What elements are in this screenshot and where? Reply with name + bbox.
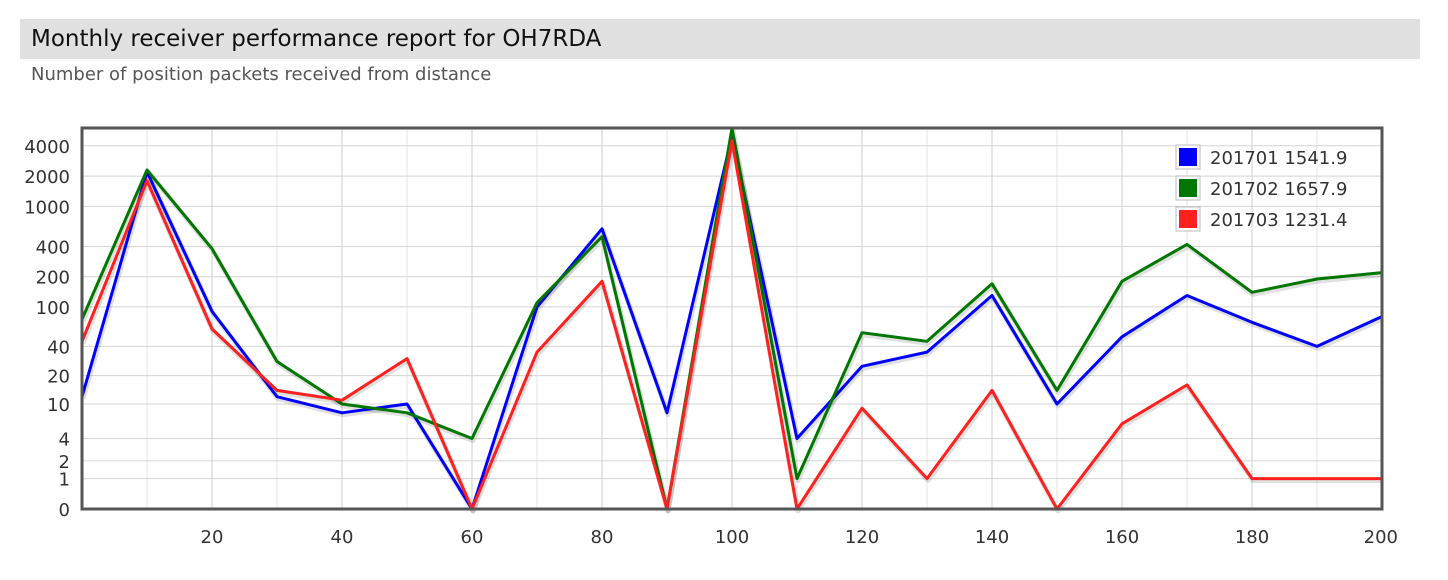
y-tick-label: 400 (36, 237, 70, 258)
legend-label-1: 201701 1541.9 (1210, 148, 1347, 169)
y-tick-label: 20 (47, 367, 70, 388)
y-tick-label: 0 (59, 500, 70, 521)
x-tick-label: 160 (1105, 527, 1139, 548)
page-title: Monthly receiver performance report for … (31, 26, 602, 52)
x-tick-label: 40 (331, 527, 354, 548)
x-tick-label: 60 (461, 527, 484, 548)
y-tick-label: 2000 (24, 167, 70, 188)
x-tick-label: 80 (591, 527, 614, 548)
legend-label-2: 201702 1657.9 (1210, 179, 1347, 200)
legend-swatch-2 (1179, 179, 1197, 197)
series-line-3 (80, 139, 1382, 511)
title-bar: Monthly receiver performance report for … (20, 19, 1420, 59)
legend-swatch-1 (1179, 148, 1197, 166)
legend-label-3: 201703 1231.4 (1210, 210, 1347, 231)
plot-frame (80, 126, 1384, 511)
x-tick-label: 120 (845, 527, 879, 548)
x-tick-label: 180 (1235, 527, 1269, 548)
x-tick-label: 100 (715, 527, 749, 548)
y-tick-label: 40 (47, 337, 70, 358)
legend-swatch-3 (1179, 210, 1197, 228)
x-tick-label: 200 (1364, 527, 1398, 548)
y-tick-label: 200 (36, 268, 70, 289)
y-tick-label: 4000 (24, 137, 70, 158)
x-tick-label: 20 (201, 527, 224, 548)
y-tick-label: 1000 (24, 197, 70, 218)
x-tick-label: 140 (975, 527, 1009, 548)
y-tick-label: 10 (47, 395, 70, 416)
y-tick-label: 4 (59, 430, 70, 451)
y-tick-label: 100 (36, 298, 70, 319)
page-subtitle: Number of position packets received from… (31, 64, 492, 85)
y-tick-label: 2 (59, 452, 70, 473)
y-tick-label: 1 (59, 470, 70, 491)
